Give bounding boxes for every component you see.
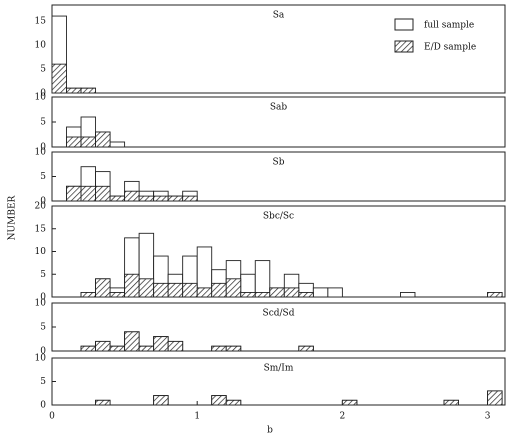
bar [138,195,155,202]
x-tick-label: 0 [49,412,55,422]
y-tick-label: 5 [40,270,46,280]
y-tick-label: 10 [35,299,47,309]
bar [298,292,314,298]
bar [254,292,271,298]
y-tick-label: 0 [40,347,46,357]
bar [312,287,329,298]
y-tick-label: 10 [35,148,47,158]
bar [109,345,126,352]
bar [443,399,459,406]
panel-title: Sbc/Sc [263,212,294,222]
bar [138,345,155,352]
x-tick-label: 3 [485,412,491,422]
bar [95,185,111,202]
panel-title: Sm/Im [264,364,294,374]
bar [80,136,97,148]
y-tick-label: 0 [40,143,46,153]
x-tick-label: 1 [194,412,200,422]
bar [182,195,198,202]
bar [80,345,97,352]
y-tick-label: 0 [40,197,46,207]
bar [167,282,184,298]
bar [240,292,256,298]
bar [225,399,242,406]
y-tick-label: 5 [40,323,46,333]
bar [487,292,503,298]
y-tick-label: 10 [35,247,47,257]
x-axis-label: b [267,426,273,436]
bar [225,345,242,352]
bar [182,282,198,298]
bar [269,287,285,298]
legend-label: full sample [424,21,474,31]
y-tick-label: 5 [40,64,46,74]
panel-title: Scd/Sd [263,309,295,319]
panel-title: Sa [273,11,285,21]
x-tick-label: 2 [340,412,346,422]
bar [95,399,111,406]
bar [80,185,97,202]
legend-label: E/D sample [424,43,476,53]
bar [124,190,140,202]
bar [66,136,82,148]
legend-swatch [394,18,414,31]
bar [66,87,82,94]
y-tick-label: 20 [35,202,47,212]
bar [400,292,416,298]
y-tick-label: 5 [40,118,46,128]
bar [80,87,97,94]
y-tick-label: 10 [35,40,47,50]
bar [153,195,169,202]
panel-title: Sab [270,103,288,113]
y-tick-label: 5 [40,172,46,182]
bar [95,131,111,148]
bar [211,395,227,406]
bar [153,282,169,298]
bar [211,345,227,352]
bar [95,278,111,298]
y-tick-label: 15 [35,224,47,234]
bar [124,331,140,352]
y-tick-label: 5 [40,377,46,387]
legend-swatch [394,40,414,53]
bar [211,282,227,298]
bar [196,287,213,298]
bar [487,390,503,406]
y-tick-label: 0 [40,89,46,99]
panel-title: Sb [273,158,285,168]
bar [254,260,271,298]
bar [225,278,242,298]
bar [327,287,343,298]
bar [167,340,184,352]
bar [95,340,111,352]
bar [298,345,314,352]
bar [66,185,82,202]
bar [167,195,184,202]
y-tick-label: 0 [40,293,46,303]
bar [109,141,126,148]
y-tick-label: 0 [40,401,46,411]
bar [153,336,169,352]
y-tick-label: 10 [35,93,47,103]
y-axis-label: NUMBER [8,195,18,240]
bar [109,195,126,202]
bar [283,287,300,298]
bar [341,399,358,406]
bar [80,292,97,298]
bar [51,63,67,94]
bar [153,395,169,406]
bar [109,292,126,298]
y-tick-label: 15 [35,16,47,26]
bar [124,273,140,298]
y-tick-label: 10 [35,354,47,364]
bar [138,278,155,298]
